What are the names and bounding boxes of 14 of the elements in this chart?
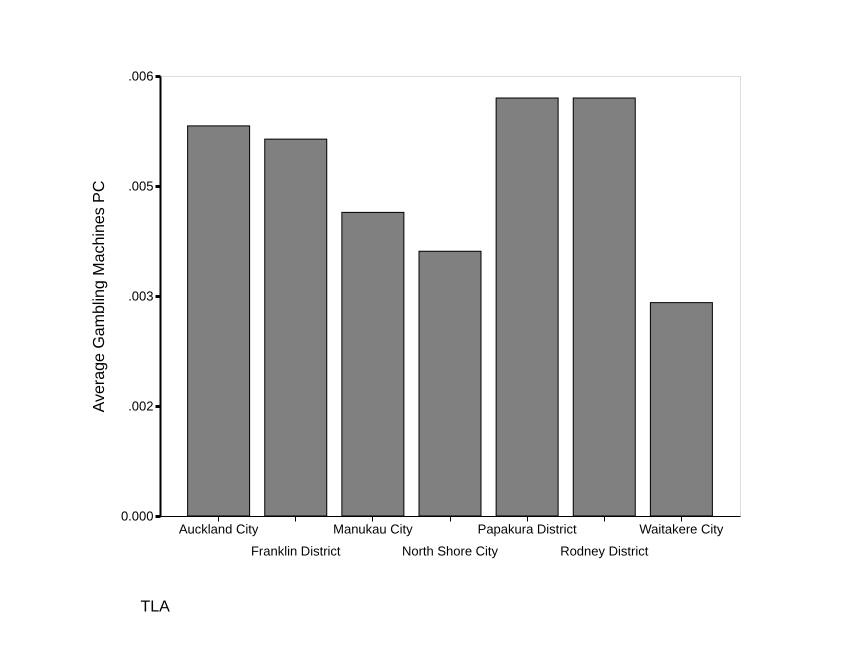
- y-tick-label: .002: [128, 398, 154, 414]
- x-tick-label: Franklin District: [250, 544, 341, 558]
- y-tick-label: 0.000: [120, 508, 154, 524]
- x-tick-label: Rodney District: [560, 544, 649, 558]
- y-tick-label: .003: [128, 288, 154, 304]
- x-tick-label: Papakura District: [478, 522, 578, 536]
- x-tick-label: Waitakere City: [639, 522, 724, 536]
- y-axis-title: Average Gambling Machines PC: [90, 180, 108, 412]
- x-tick-label: North Shore City: [402, 544, 499, 558]
- x-axis-title: TLA: [140, 598, 170, 616]
- y-tick-label: .006: [128, 68, 154, 84]
- x-tick-label: Auckland City: [178, 522, 259, 536]
- y-tick-label: .005: [128, 178, 154, 194]
- x-tick-label: Manukau City: [333, 522, 414, 536]
